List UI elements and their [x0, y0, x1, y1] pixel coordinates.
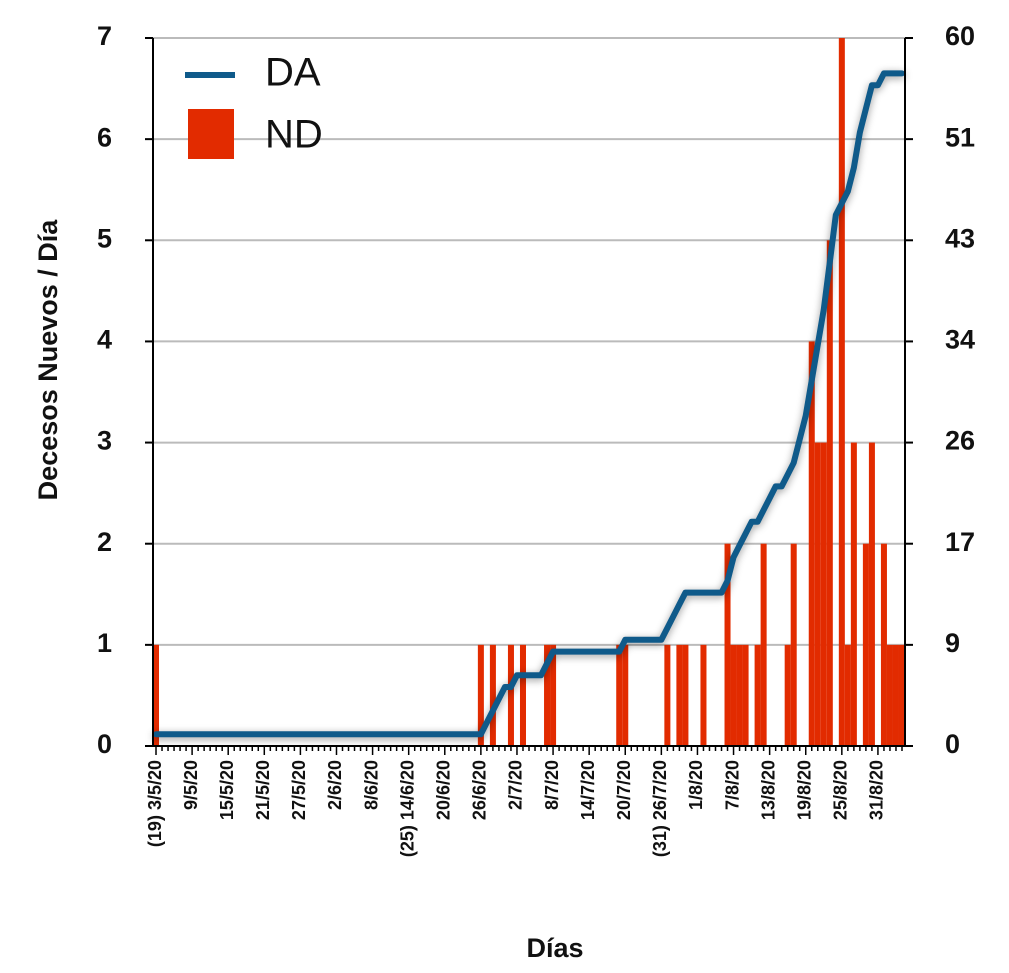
bar [886, 644, 893, 746]
x-tick-label: 20/7/20 [614, 760, 634, 820]
x-tick-label: 1/8/20 [686, 760, 706, 810]
bar [507, 644, 514, 746]
bar [664, 644, 671, 746]
bar [519, 644, 526, 746]
x-tick-label: 14/7/20 [578, 760, 598, 820]
bar [808, 341, 815, 746]
bar [820, 442, 827, 746]
bar [790, 543, 797, 746]
bar [724, 543, 731, 746]
line [153, 70, 905, 738]
x-axis-title: Días [526, 933, 583, 963]
bar [898, 644, 905, 746]
y-tick-label: 5 [97, 223, 112, 253]
bar [892, 644, 899, 746]
legend-swatch [188, 109, 234, 159]
y2-tick-label: 0 [945, 729, 960, 759]
y-tick-label: 3 [97, 426, 112, 456]
bar [826, 240, 833, 747]
bar [153, 644, 160, 746]
y2-tick-label: 17 [945, 527, 975, 557]
bar [742, 644, 749, 746]
bar [850, 442, 857, 746]
y-axis-title: Decesos Nuevos / Día [33, 219, 63, 501]
bar [760, 543, 767, 746]
bar [682, 644, 689, 746]
x-tick-label: 13/8/20 [758, 760, 778, 820]
y2-tick-label: 60 [945, 21, 975, 51]
bar [814, 442, 821, 746]
x-tick-label: 25/8/20 [831, 760, 851, 820]
bar [544, 644, 551, 746]
bar [700, 644, 707, 746]
x-tick-label: 2/7/20 [506, 760, 526, 810]
y2-tick-label: 9 [945, 628, 960, 658]
bar [730, 644, 737, 746]
x-tick-label: 27/5/20 [289, 760, 309, 820]
y2-tick-label: 34 [945, 325, 975, 355]
bar [862, 543, 869, 746]
x-tick-label: 2/6/20 [325, 760, 345, 810]
x-tick-label: 7/8/20 [722, 760, 742, 810]
x-tick-label: 8/6/20 [361, 760, 381, 810]
x-tick-label: (25) 14/6/20 [397, 760, 417, 857]
y-tick-label: 0 [97, 729, 112, 759]
bar [736, 644, 743, 746]
bar [880, 543, 887, 746]
bar [622, 644, 629, 746]
x-tick-label: 8/7/20 [542, 760, 562, 810]
x-tick-label: 31/8/20 [867, 760, 887, 820]
y-tick-label: 6 [97, 122, 112, 152]
y2-tick-label: 51 [945, 122, 975, 152]
bar [477, 644, 484, 746]
x-tick-label: (19) 3/5/20 [145, 760, 165, 847]
x-tick-label: (31) 26/7/20 [650, 760, 670, 857]
legend-label: ND [265, 113, 323, 157]
bar [616, 644, 623, 746]
x-tick-label: 26/6/20 [470, 760, 490, 820]
x-tick-label: 15/5/20 [217, 760, 237, 820]
y-tick-label: 1 [97, 628, 112, 658]
x-tick-label: 20/6/20 [434, 760, 454, 820]
y2-tick-label: 26 [945, 426, 975, 456]
bar [838, 38, 845, 746]
x-tick-label: 19/8/20 [794, 760, 814, 820]
bar [550, 644, 557, 746]
y-tick-label: 4 [97, 325, 112, 355]
bar [676, 644, 683, 746]
bar [784, 644, 791, 746]
y2-tick-label: 43 [945, 223, 975, 253]
x-tick-label: 9/5/20 [181, 760, 201, 810]
legend-label: DA [265, 51, 321, 95]
y-tick-label: 7 [97, 21, 112, 51]
bar [868, 442, 875, 746]
y-tick-label: 2 [97, 527, 112, 557]
bar [489, 644, 496, 746]
bar [844, 644, 851, 746]
x-tick-label: 21/5/20 [253, 760, 273, 820]
bar [754, 644, 761, 746]
